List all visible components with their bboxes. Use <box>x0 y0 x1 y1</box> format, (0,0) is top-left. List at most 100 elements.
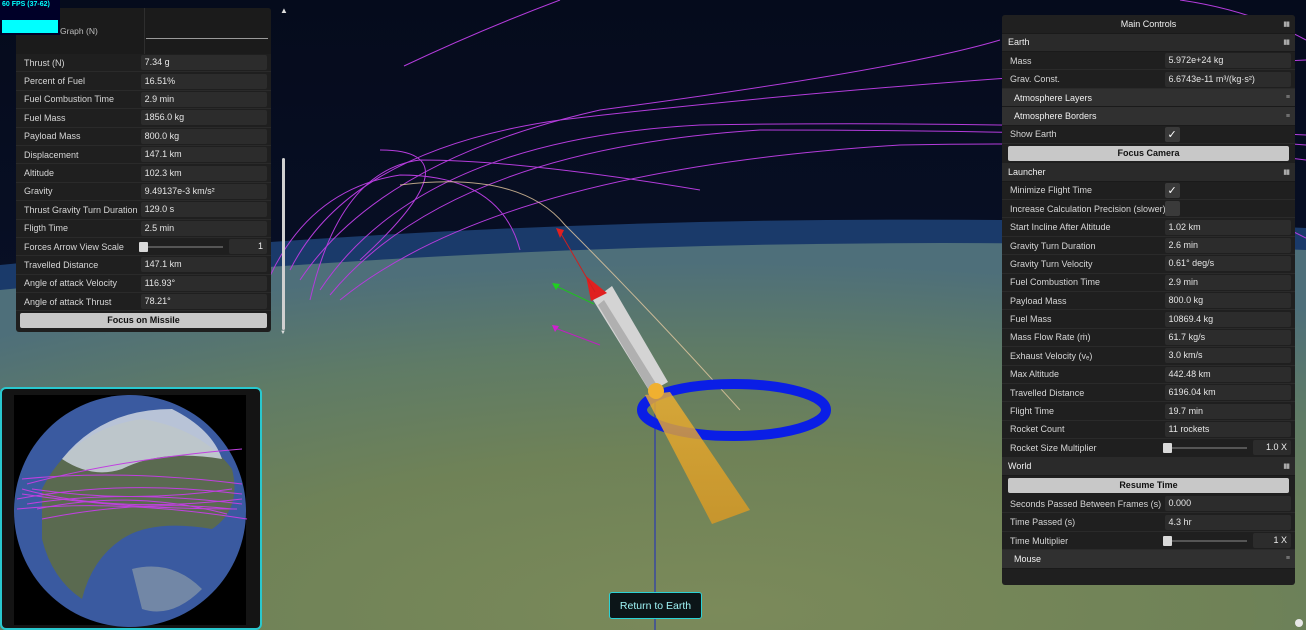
world-folder-title: World <box>1008 461 1032 472</box>
forces-scale-slider[interactable]: 1 <box>138 239 267 255</box>
missile-stat-value[interactable]: 9.49137e-3 km/s² <box>140 183 267 199</box>
minimap[interactable] <box>0 387 262 630</box>
launcher-stat-value[interactable]: 6196.04 km <box>1164 385 1291 401</box>
launcher-stat-value[interactable]: 2.6 min <box>1164 238 1291 254</box>
forces-scale-track[interactable] <box>138 241 223 252</box>
graph-divider <box>144 8 145 54</box>
rocket[interactable] <box>586 276 668 399</box>
scroll-up-arrow[interactable]: ▲ <box>280 6 288 15</box>
forces-scale-label: Forces Arrow View Scale <box>24 241 124 252</box>
missile-stat-value[interactable]: 102.3 km <box>140 165 267 181</box>
missile-stat-value[interactable]: 2.5 min <box>140 220 267 236</box>
precision-checkbox[interactable] <box>1164 201 1180 217</box>
missile-stat-value[interactable]: 116.93° <box>140 275 267 291</box>
missile-stat-value[interactable]: 78.21° <box>140 294 267 310</box>
launcher-stat-value[interactable]: 61.7 kg/s <box>1164 329 1291 345</box>
size-multiplier-track[interactable] <box>1162 442 1247 453</box>
missile-stat-row: Thrust Gravity Turn Duration 129.0 s <box>16 201 271 220</box>
launcher-stat-label: Exhaust Velocity (vₑ) <box>1010 350 1093 361</box>
size-multiplier-slider[interactable]: 1.0 X <box>1162 440 1291 456</box>
launcher-stat-value[interactable]: 19.7 min <box>1164 403 1291 419</box>
fps-label: 60 FPS (37-62) <box>2 1 50 8</box>
size-multiplier-row: Rocket Size Multiplier 1.0 X <box>1002 439 1295 458</box>
launcher-stat-label: Rocket Count <box>1010 424 1065 435</box>
minimize-flight-label: Minimize Flight Time <box>1010 185 1093 196</box>
missile-stat-value[interactable]: 16.51% <box>140 73 267 89</box>
atmosphere-borders-title: Atmosphere Borders <box>1014 111 1097 122</box>
launcher-stat-label: Payload Mass <box>1010 295 1067 306</box>
focus-missile-button[interactable]: Focus on Missile <box>20 313 267 329</box>
missile-stat-value[interactable]: 2.9 min <box>140 91 267 107</box>
time-passed-label: Time Passed (s) <box>1010 517 1076 528</box>
scroll-down-arrow[interactable]: ▼ <box>280 330 286 336</box>
time-multiplier-slider[interactable]: 1 X <box>1162 533 1291 548</box>
launcher-stat-value[interactable]: 442.48 km <box>1164 366 1291 382</box>
launcher-stat-row: Rocket Count 11 rockets <box>1002 421 1295 440</box>
size-multiplier-label: Rocket Size Multiplier <box>1010 442 1097 453</box>
launcher-stat-value[interactable]: 800.0 kg <box>1164 293 1291 309</box>
collapse-icon: ▮▮ <box>1283 20 1290 28</box>
missile-stat-value[interactable]: 1856.0 kg <box>140 110 267 126</box>
main-controls-header[interactable]: Main Controls ▮▮ <box>1002 15 1295 34</box>
expand-icon: ≡ <box>1285 94 1290 102</box>
missile-stat-row: Angle of attack Thrust 78.21° <box>16 293 271 312</box>
earth-folder[interactable]: Earth ▮▮ <box>1002 33 1295 52</box>
earth-mass-field[interactable]: 5.972e+24 kg <box>1164 53 1291 69</box>
time-passed-field[interactable]: 4.3 hr <box>1164 514 1291 530</box>
rocket-nozzle <box>648 383 664 399</box>
launcher-stat-row: Gravity Turn Duration 2.6 min <box>1002 237 1295 256</box>
launcher-stat-value[interactable]: 1.02 km <box>1164 219 1291 235</box>
missile-stat-value[interactable]: 147.1 km <box>140 147 267 163</box>
main-controls-title: Main Controls <box>1120 18 1177 29</box>
show-earth-checkbox[interactable]: ✓ <box>1164 126 1180 142</box>
seconds-field[interactable]: 0.000 <box>1164 496 1291 512</box>
launcher-stat-value[interactable]: 0.61° deg/s <box>1164 256 1291 272</box>
launcher-stat-value[interactable]: 3.0 km/s <box>1164 348 1291 364</box>
time-multiplier-row: Time Multiplier 1 X <box>1002 532 1295 551</box>
launcher-stat-row: Travelled Distance 6196.04 km <box>1002 384 1295 403</box>
missile-stat-row: Fuel Mass 1856.0 kg <box>16 109 271 128</box>
missile-stat-value[interactable]: 800.0 kg <box>140 128 267 144</box>
return-to-earth-button[interactable]: Return to Earth <box>609 592 702 619</box>
missile-stat-value[interactable]: 129.0 s <box>140 202 267 218</box>
seconds-row: Seconds Passed Between Frames (s) 0.000 <box>1002 495 1295 514</box>
orbit-ring <box>637 379 831 441</box>
launcher-stats-list: Start Incline After Altitude 1.02 km Gravi… <box>1002 218 1295 440</box>
launcher-stat-value[interactable]: 10869.4 kg <box>1164 311 1291 327</box>
missile-stat-row: Percent of Fuel 16.51% <box>16 72 271 91</box>
forces-scale-knob[interactable] <box>138 241 148 252</box>
missile-panel-scrollbar[interactable] <box>282 158 285 330</box>
grav-const-field[interactable]: 6.6743e-11 m³/(kg·s²) <box>1164 71 1291 87</box>
precision-label: Increase Calculation Precision (slower) <box>1010 203 1165 214</box>
expand-icon: ≡ <box>1285 555 1290 563</box>
launcher-stat-value[interactable]: 2.9 min <box>1164 274 1291 290</box>
size-multiplier-input[interactable]: 1.0 X <box>1253 440 1291 456</box>
resume-time-button[interactable]: Resume Time <box>1008 478 1289 494</box>
world-folder[interactable]: World ▮▮ <box>1002 457 1295 477</box>
missile-stat-label: Angle of attack Thrust <box>24 296 112 307</box>
minimize-flight-checkbox[interactable]: ✓ <box>1164 182 1180 198</box>
earth-mass-label: Mass <box>1010 55 1032 66</box>
show-earth-label: Show Earth <box>1010 129 1057 140</box>
time-multiplier-input[interactable]: 1 X <box>1253 533 1291 548</box>
mouse-folder[interactable]: Mouse ≡ <box>1002 550 1295 569</box>
launcher-folder-title: Launcher <box>1008 166 1046 177</box>
atmosphere-layers-folder[interactable]: Atmosphere Layers ≡ <box>1002 88 1295 108</box>
time-multiplier-knob[interactable] <box>1162 535 1172 546</box>
launcher-stat-label: Travelled Distance <box>1010 387 1085 398</box>
forces-scale-input[interactable]: 1 <box>229 239 267 255</box>
fps-meter[interactable]: 60 FPS (37-62) <box>0 0 60 35</box>
launcher-folder[interactable]: Launcher ▮▮ <box>1002 163 1295 182</box>
missile-stat-value[interactable]: 147.1 km <box>140 257 267 273</box>
size-multiplier-knob[interactable] <box>1162 442 1172 453</box>
missile-stat-label: Travelled Distance <box>24 259 99 270</box>
focus-camera-button[interactable]: Focus Camera <box>1008 146 1289 162</box>
missile-stat-value[interactable]: 7.34 g <box>140 55 267 71</box>
fps-graph <box>2 20 58 33</box>
missile-stat-row: Payload Mass 800.0 kg <box>16 128 271 146</box>
launcher-stat-value[interactable]: 11 rockets <box>1164 421 1291 437</box>
atmosphere-borders-folder[interactable]: Atmosphere Borders ≡ <box>1002 107 1295 126</box>
launcher-stat-label: Mass Flow Rate (ṁ) <box>1010 332 1091 343</box>
time-multiplier-track[interactable] <box>1162 535 1247 546</box>
launcher-stat-label: Gravity Turn Duration <box>1010 240 1096 251</box>
